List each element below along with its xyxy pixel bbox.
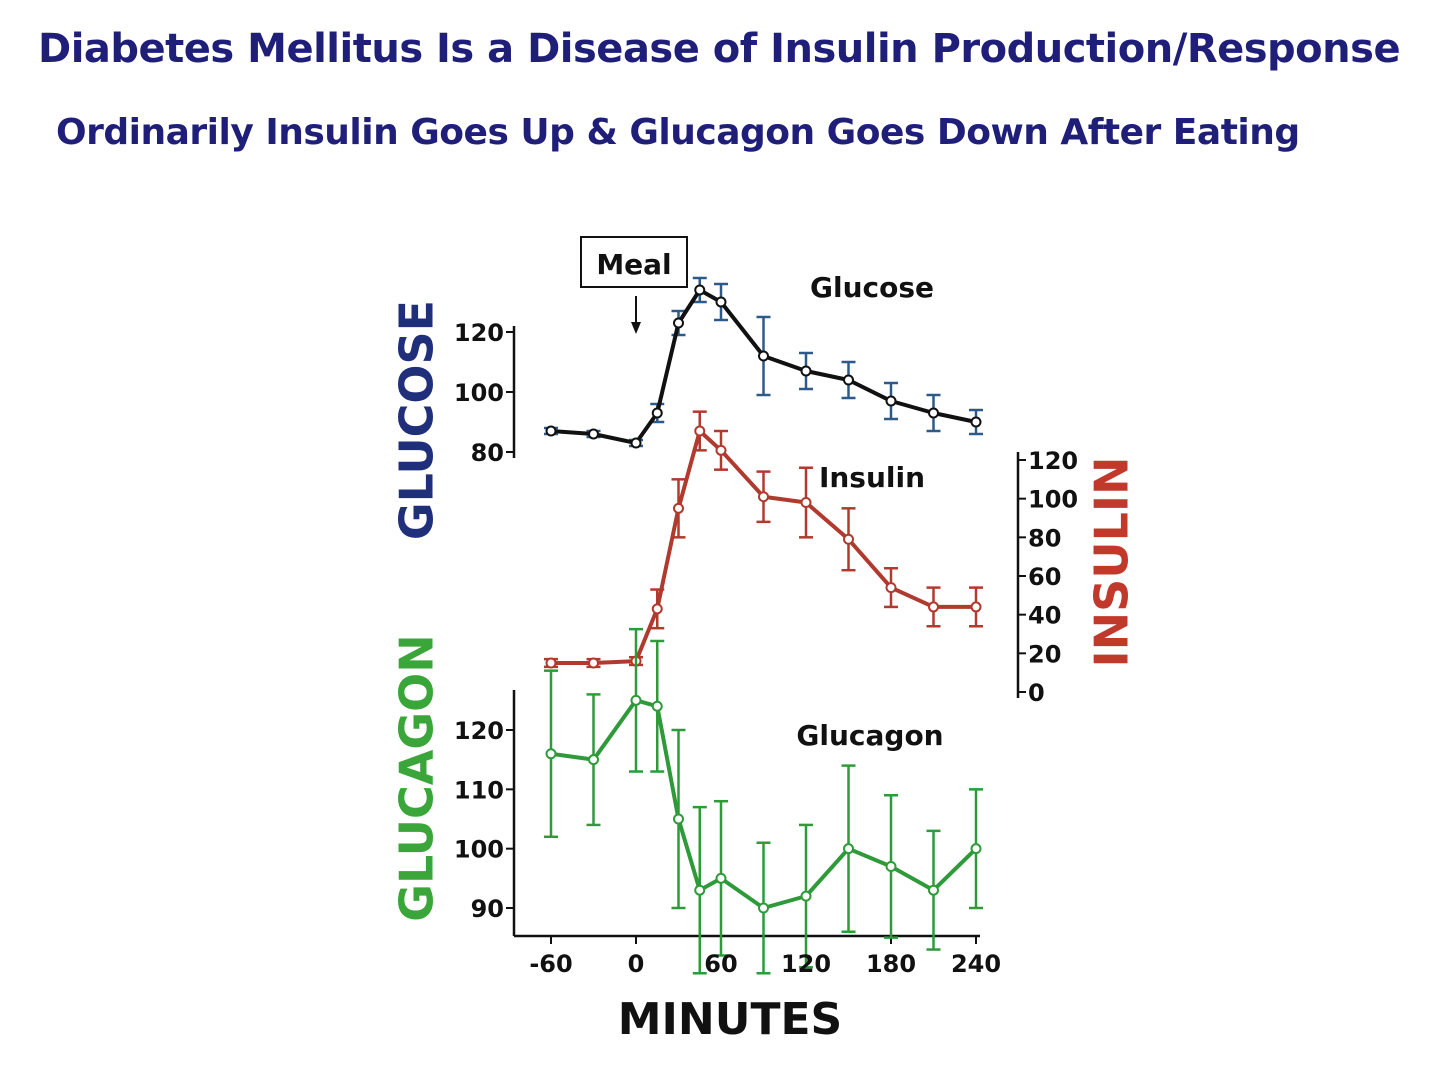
glucagon-point	[715, 872, 727, 884]
insulin-y-tick-label: 80	[1028, 524, 1061, 552]
glucose-point	[673, 317, 684, 329]
glucagon-point	[545, 748, 557, 760]
glucose-y-tick-label: 120	[454, 319, 504, 347]
glucose-point	[651, 407, 663, 419]
meal-annotation-box	[580, 236, 688, 288]
glucose-y-tick-label: 80	[471, 439, 504, 467]
insulin-y-tick-label: 20	[1028, 640, 1061, 668]
glucose-point	[800, 365, 812, 377]
glucose-point	[588, 428, 599, 440]
glucagon-y-tick-label: 120	[454, 717, 504, 745]
insulin-y-tick-label: 100	[1028, 486, 1078, 514]
glucagon-point	[843, 843, 854, 855]
insulin-point	[651, 603, 663, 615]
glucose-point	[970, 416, 982, 428]
glucagon-point	[651, 700, 663, 712]
chart-series	[544, 276, 983, 975]
glucagon-point	[928, 884, 939, 896]
glucose-point	[928, 407, 939, 419]
insulin-point	[885, 582, 897, 594]
x-tick-label: 240	[951, 950, 1001, 978]
x-tick-label: 180	[866, 950, 916, 978]
glucagon-y-tick-label: 110	[454, 776, 504, 804]
insulin-point	[588, 657, 599, 669]
glucagon-point	[758, 902, 769, 914]
glucagon-axis-title: GLUCAGON	[390, 634, 444, 922]
meal-annotation-label: Meal	[596, 248, 671, 281]
glucose-point	[843, 374, 854, 386]
glucose-point	[694, 284, 706, 296]
insulin-point	[970, 601, 982, 613]
glucose-axis-title: GLUCOSE	[390, 300, 444, 540]
glucose-point	[630, 437, 642, 449]
x-tick-label: 60	[704, 950, 737, 978]
glucagon-series-label: Glucagon	[796, 719, 943, 752]
glucagon-point	[588, 754, 599, 766]
insulin-series-label: Insulin	[819, 461, 925, 494]
glucose-point	[758, 350, 769, 362]
insulin-point	[758, 491, 769, 503]
glucagon-point	[694, 884, 706, 896]
glucose-point	[885, 395, 897, 407]
insulin-y-tick-label: 120	[1028, 447, 1078, 475]
insulin-y-tick-label: 60	[1028, 563, 1061, 591]
glucagon-point	[970, 843, 982, 855]
insulin-point	[673, 502, 684, 514]
glucagon-point	[630, 694, 642, 706]
glucagon-y-tick-label: 100	[454, 836, 504, 864]
insulin-axis-title: INSULIN	[1085, 456, 1139, 667]
x-tick-label: -60	[529, 950, 572, 978]
insulin-point	[694, 425, 706, 437]
glucagon-point	[885, 860, 897, 872]
glucagon-point	[673, 813, 684, 825]
glucagon-y-tick-label: 90	[471, 895, 504, 923]
chart-axes	[506, 326, 1026, 944]
slide-title: Diabetes Mellitus Is a Disease of Insuli…	[38, 26, 1401, 72]
glucose-point	[715, 296, 727, 308]
meal-arrow-head	[631, 322, 641, 334]
insulin-y-tick-label: 0	[1028, 679, 1045, 707]
x-tick-label: 0	[628, 950, 645, 978]
insulin-y-tick-label: 40	[1028, 602, 1061, 630]
insulin-point	[800, 497, 812, 509]
insulin-point	[715, 444, 727, 456]
x-tick-label: 120	[781, 950, 831, 978]
slide-subtitle: Ordinarily Insulin Goes Up & Glucagon Go…	[56, 112, 1300, 153]
insulin-point	[545, 657, 557, 669]
glucose-y-tick-label: 100	[454, 379, 504, 407]
x-axis-title: MINUTES	[618, 994, 842, 1045]
glucagon-point	[800, 890, 812, 902]
glucose-point	[545, 425, 557, 437]
glucose-series-label: Glucose	[810, 271, 934, 304]
insulin-point	[843, 533, 854, 545]
insulin-point	[928, 601, 939, 613]
